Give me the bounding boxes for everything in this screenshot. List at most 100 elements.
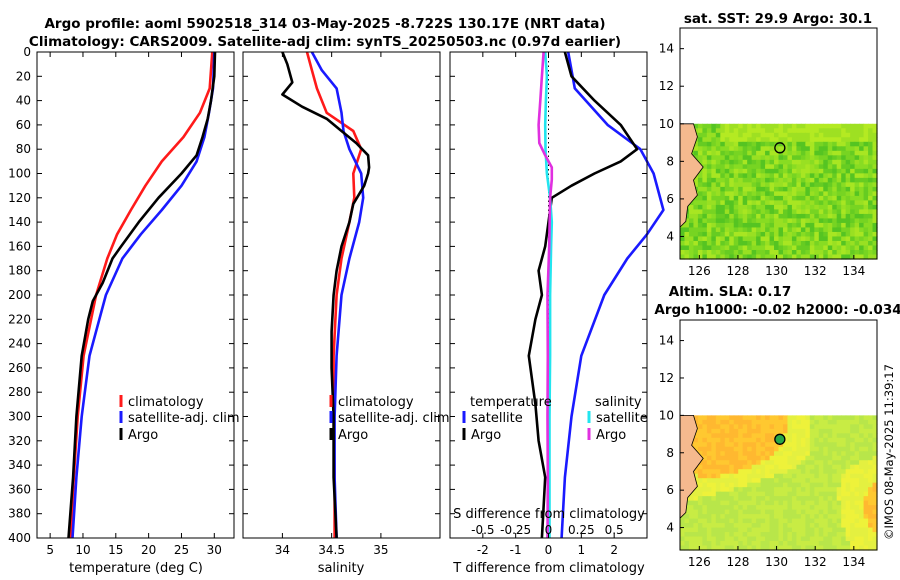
map-cell [859,419,865,425]
map-cell [747,195,753,202]
map-cell [832,487,838,493]
difference-legend: temperature satellite Argo salinity sate… [462,395,648,443]
map-cell [751,424,757,430]
map-cell [800,442,806,448]
map-cell [747,177,753,183]
map-cell [791,123,798,129]
map-cell [729,532,735,538]
map-cell [733,500,739,506]
map-cell [845,254,851,260]
map-cell [796,222,802,229]
map-cell [769,523,775,529]
map-cell [787,455,793,461]
map-cell [872,509,878,515]
map-cell [742,433,748,439]
map-cell [791,509,798,515]
map-cell [787,536,793,542]
map-cell [765,186,771,192]
map-cell [868,455,874,461]
map-cell [706,424,712,430]
y-tick-label: 14 [659,42,674,56]
map-cell [850,195,856,202]
map-cell [850,236,856,242]
map-cell [751,236,757,242]
map-cell [715,186,721,192]
map-cell [791,141,798,147]
map-cell [854,245,860,251]
map-cell [733,254,739,260]
map-cell [832,177,838,183]
map-cell [729,419,735,425]
map-cell [814,191,820,197]
map-cell [688,254,695,260]
map-cell [863,541,869,547]
map-cell [742,150,748,156]
map-cell [805,159,811,165]
map-cell [791,177,798,183]
map-cell [697,500,703,506]
map-cell [774,491,780,497]
map-cell [868,168,874,174]
map-cell [738,419,744,425]
map-cell [872,505,878,511]
map-cell [778,482,784,488]
map-cell [868,442,874,448]
map-cell [738,240,744,247]
map-cell [693,123,699,129]
map-cell [796,424,802,430]
map-cell [809,437,815,443]
map-cell [782,419,789,425]
map-cell [684,536,690,542]
map-cell [706,213,712,220]
map-cell [787,218,793,224]
y-tick-label: 8 [666,446,674,460]
map-cell [742,455,748,461]
legend-s-argo-label: Argo [596,428,626,443]
map-cell [809,505,815,511]
map-cell [782,460,789,466]
map-cell [778,168,784,174]
map-cell [818,137,824,143]
map-cell [778,159,784,165]
map-cell [818,132,824,138]
map-cell [787,186,793,192]
map-cell [823,491,829,497]
map-cell [845,209,851,215]
map-cell [769,527,775,533]
t-difference-xlabel: T difference from climatology [452,561,645,576]
map-cell [800,249,806,256]
map-cell [805,442,811,448]
map-cell [720,523,726,529]
map-cell [782,168,789,174]
map-cell [796,123,802,129]
map-cell [823,527,829,533]
map-cell [868,514,874,520]
map-cell [823,150,829,156]
map-cell [688,491,695,497]
map-cell [836,451,842,457]
map-cell [868,509,874,515]
map-cell [706,173,712,179]
map-cell [751,496,757,502]
map-cell [711,146,717,152]
map-cell [868,496,874,502]
map-cell [827,254,833,260]
map-cell [774,455,780,461]
map-cell [756,487,762,493]
map-cell [827,500,833,506]
map-cell [868,240,874,247]
map-cell [742,200,748,206]
map-cell [724,141,730,147]
map-cell [841,442,847,448]
map-cell [854,222,860,229]
map-cell [863,123,869,129]
map-cell [774,177,780,183]
map-cell [832,500,838,506]
map-cell [724,514,730,520]
map-cell [733,222,739,229]
map-cell [863,433,869,439]
map-cell [738,128,744,134]
map-cell [845,491,851,497]
map-cell [738,155,744,161]
map-cell [863,419,869,425]
